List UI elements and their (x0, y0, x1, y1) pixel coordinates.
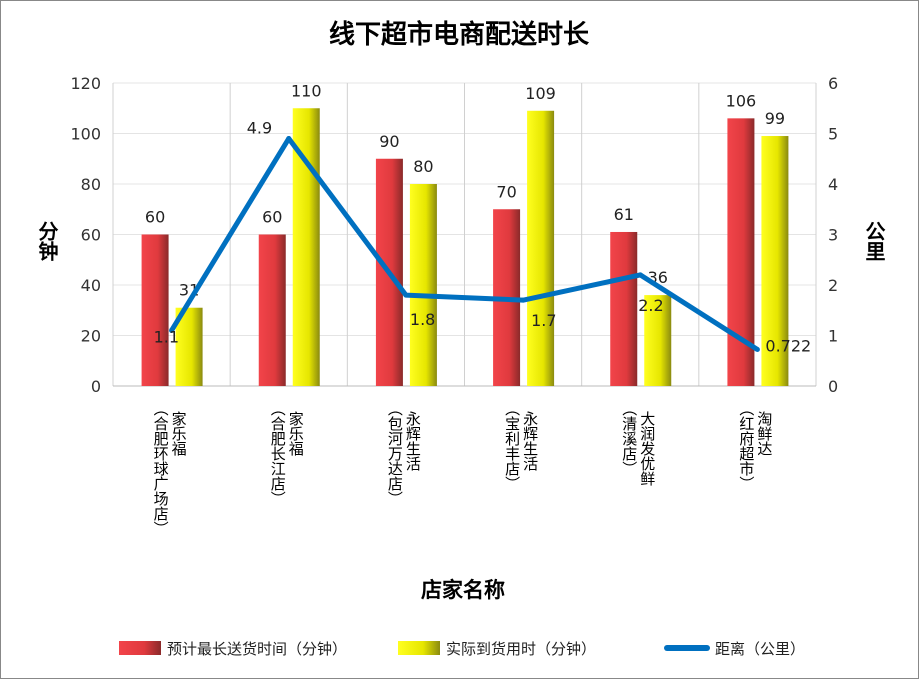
legend-swatch (119, 641, 161, 655)
bar-estimated (610, 231, 638, 386)
store-branch: （合肥长江店） (268, 401, 287, 506)
bar-actual (409, 184, 437, 386)
bar-actual (761, 136, 789, 386)
legend-label: 实际到货用时（分钟） (446, 640, 596, 658)
y2-tick-label: 0 (828, 377, 838, 396)
store-name: 永辉生活 (403, 411, 422, 471)
store-name: 家乐福 (169, 411, 188, 456)
y-tick-label: 60 (81, 226, 101, 245)
bar-actual (644, 295, 672, 386)
distance-point (754, 347, 760, 353)
bar-data-label: 106 (726, 91, 757, 110)
chart-title: 线下超市电商配送时长 (329, 19, 590, 50)
bar-data-label: 70 (496, 182, 516, 201)
y-tick-label: 40 (81, 276, 101, 295)
line-data-label: 2.2 (638, 296, 663, 315)
bar-estimated (141, 234, 169, 386)
store-name: 大润发优鲜 (638, 411, 657, 486)
y-tick-label: 120 (70, 74, 101, 93)
bar-data-label: 99 (765, 109, 785, 128)
y2-tick-label: 3 (828, 226, 838, 245)
y2-tick-label: 1 (828, 327, 838, 346)
legend-label: 距离（公里） (715, 640, 805, 658)
store-name: 家乐福 (286, 411, 305, 456)
y-tick-label: 100 (70, 125, 101, 144)
legend-swatch (398, 641, 440, 655)
line-data-label: 1.7 (531, 311, 556, 330)
bar-actual (527, 110, 555, 387)
y2-tick-label: 6 (828, 74, 838, 93)
distance-point (403, 292, 409, 298)
bar-actual (292, 108, 320, 386)
x-axis-label: 店家名称 (421, 577, 505, 602)
distance-point (520, 297, 526, 303)
y-tick-label: 20 (81, 327, 101, 346)
y-axis-label: 分钟 (35, 221, 59, 262)
store-name: 永辉生活 (521, 411, 540, 471)
store-branch: （宝利丰店） (503, 401, 522, 491)
y2-tick-label: 2 (828, 276, 838, 295)
y2-tick-label: 4 (828, 175, 838, 194)
y2-axis-label: 公里 (862, 221, 886, 261)
x-tick-label: 家乐福 （合肥长江店） (269, 401, 305, 506)
y-tick-label: 80 (81, 175, 101, 194)
x-tick-label: 家乐福 （合肥环球广场店） (152, 401, 188, 536)
store-branch: （红府超市） (737, 401, 756, 491)
bar-data-label: 61 (614, 205, 634, 224)
legend-label: 预计最长送货时间（分钟） (167, 640, 347, 658)
x-tick-label: 永辉生活 （包河万达店） (386, 401, 422, 506)
store-branch: （包河万达店） (385, 401, 404, 506)
bar-data-label: 60 (145, 208, 165, 227)
y-tick-label: 0 (91, 377, 101, 396)
bar-estimated (258, 234, 286, 386)
line-data-label: 0.722 (765, 337, 811, 356)
store-name: 淘鲜达 (755, 411, 774, 456)
store-branch: （合肥环球广场店） (151, 401, 170, 536)
legend: 预计最长送货时间（分钟） 实际到货用时（分钟） 距离（公里） (119, 640, 805, 658)
distance-point (286, 136, 292, 142)
bar-data-label: 60 (262, 208, 282, 227)
x-tick-label: 永辉生活 （宝利丰店） (503, 401, 539, 491)
y2-tick-label: 5 (828, 125, 838, 144)
bar-data-label: 90 (379, 132, 399, 151)
line-data-label: 1.8 (410, 310, 435, 329)
distance-line (169, 136, 759, 352)
bar-data-label: 110 (291, 81, 322, 100)
line-data-label: 4.9 (247, 119, 272, 138)
x-tick-label: 淘鲜达 （红府超市） (737, 401, 773, 491)
distance-point (169, 327, 175, 333)
x-tick-label: 大润发优鲜 （清溪店） (620, 401, 656, 486)
store-branch: （清溪店） (620, 401, 639, 476)
distance-point (637, 272, 643, 278)
bar-data-label: 109 (525, 84, 556, 103)
bar-data-label: 80 (413, 157, 433, 176)
line-data-label: 1.1 (154, 327, 179, 346)
